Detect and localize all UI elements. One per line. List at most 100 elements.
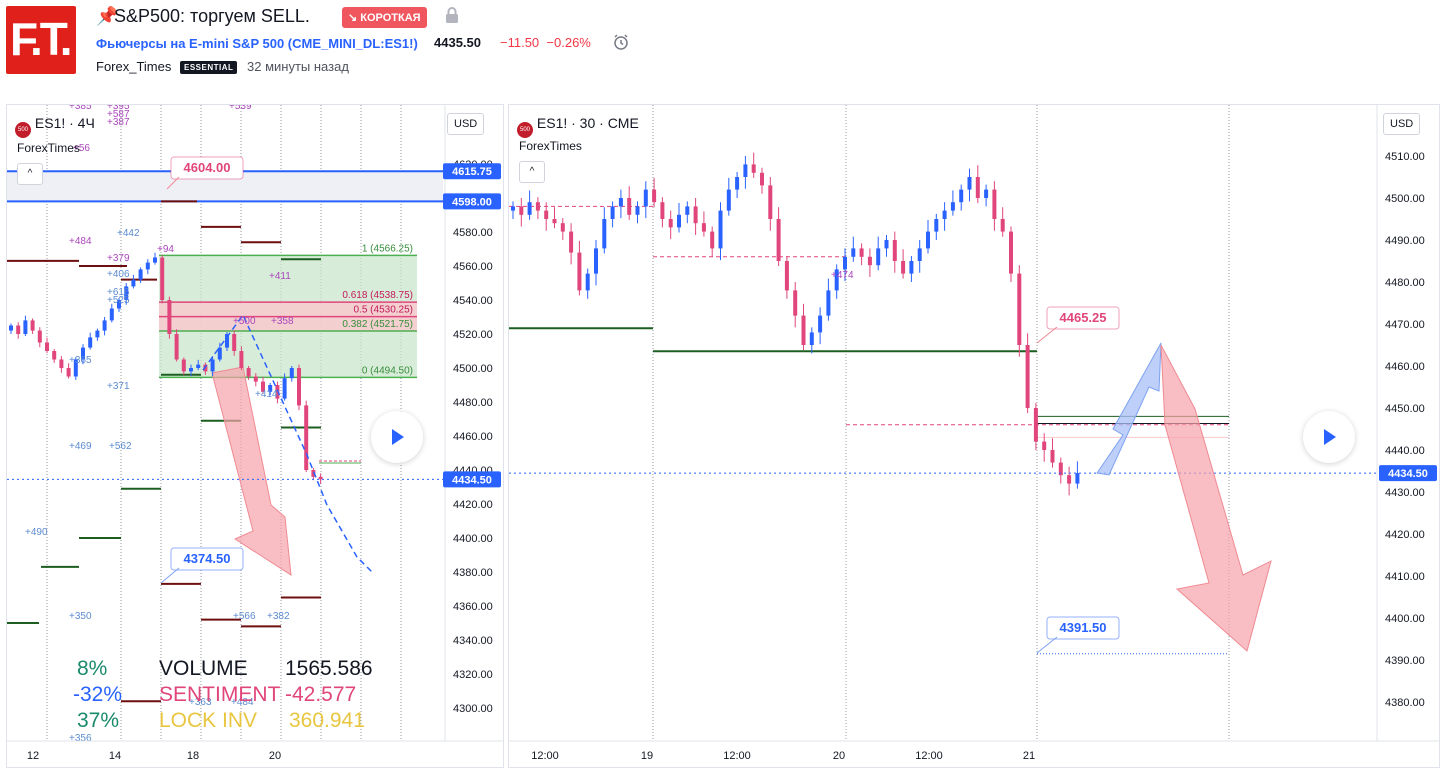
right-candle: [1042, 441, 1047, 450]
alarm-clock-icon[interactable]: [612, 33, 630, 51]
left-candle: [217, 347, 222, 360]
callout-high-box: [170, 156, 244, 180]
right-candle: [751, 164, 756, 173]
left-candle: [304, 405, 309, 470]
bearish-arrow: [1160, 344, 1272, 652]
left-candle: [138, 269, 143, 280]
time-axis-tick: 12: [27, 750, 39, 762]
left-chart-canvas[interactable]: 1 (4566.25) 0.618 (4538.75) 0.5 (4530.25) 0…: [7, 105, 503, 767]
stat-percent-sentiment: -32%: [73, 683, 122, 706]
right-candle: [577, 252, 582, 291]
left-chart-panel[interactable]: 1 (4566.25) 0.618 (4538.75) 0.5 (4530.25) 0…: [6, 104, 504, 768]
left-candle: [225, 334, 229, 348]
price-axis-tick: 4360.00: [453, 601, 493, 613]
bullish-arrow: [1096, 342, 1162, 476]
right-candle: [793, 290, 798, 316]
play-icon: [1324, 429, 1336, 445]
right-candle: [818, 315, 823, 333]
right-candle: [992, 189, 997, 219]
trade-marker-label: +562: [109, 441, 132, 452]
right-candle: [1009, 231, 1013, 274]
price-axis-tick: 4440.00: [1385, 445, 1425, 457]
time-axis-tick: 18: [187, 750, 199, 762]
right-candle: [959, 189, 964, 203]
right-candle: [527, 202, 532, 215]
trade-marker-label: +363: [189, 697, 212, 708]
price-axis-tick: 4430.00: [1385, 487, 1425, 499]
collapse-legend-button[interactable]: ^: [519, 161, 545, 183]
left-candle: [232, 334, 237, 351]
right-chart-panel[interactable]: +474 4465.25 4391.50 4510.00 4500.00 4490.00 4…: [508, 104, 1440, 768]
price-axis-tick: 4500.00: [453, 363, 493, 375]
left-candle: [95, 330, 100, 338]
callout-pointer: [160, 567, 180, 584]
price-axis-tick: 4520.00: [453, 329, 493, 341]
price-axis-tick: 4420.00: [1385, 529, 1425, 541]
left-candle: [253, 376, 258, 382]
left-candle: [268, 385, 273, 392]
right-candle: [718, 210, 723, 249]
right-candle: [693, 206, 698, 224]
author-name[interactable]: Forex_Times: [96, 59, 172, 74]
right-candle: [867, 256, 872, 266]
trade-marker-label: +356: [69, 733, 92, 744]
stat-label-volume: VOLUME: [159, 657, 248, 680]
right-candle: [585, 273, 590, 291]
price-axis-tick: 4500.00: [1385, 193, 1425, 205]
callout-target: 4374.50: [184, 551, 231, 566]
trade-marker-label: +587: [107, 109, 130, 120]
time-axis-tick: 21: [1023, 750, 1035, 762]
trade-marker-label: +94: [157, 244, 174, 255]
trade-marker-label: +525: [107, 295, 130, 306]
left-candle: [66, 368, 71, 377]
left-candle: [297, 368, 301, 406]
trade-marker-label: +484: [231, 697, 254, 708]
trade-marker-label: +566: [233, 611, 256, 622]
price-tag-b-bg: [443, 193, 501, 210]
left-play-button[interactable]: [371, 411, 423, 463]
right-chart-canvas[interactable]: +474 4465.25 4391.50 4510.00 4500.00 4490.00 4…: [509, 105, 1439, 767]
right-candle: [851, 248, 856, 257]
left-candle: [16, 325, 21, 334]
left-candle: [289, 368, 294, 379]
price-change-abs: −11.50: [500, 35, 540, 50]
left-candle: [239, 351, 244, 368]
left-candle: [102, 320, 107, 331]
right-candle: [552, 219, 557, 224]
trade-marker-label: +500: [233, 316, 256, 327]
right-candle: [643, 189, 648, 207]
right-candle: [1033, 408, 1038, 442]
left-candle: [203, 364, 208, 372]
trade-marker-label: +616: [107, 287, 130, 298]
right-candle: [726, 189, 731, 211]
right-play-button[interactable]: [1303, 411, 1355, 463]
brand-logo[interactable]: F.T.: [6, 6, 76, 74]
callout-target-box: [1046, 616, 1120, 640]
price-tag-a: 4615.75: [452, 166, 492, 178]
right-candle: [909, 261, 914, 274]
right-candle: [660, 202, 665, 219]
left-candle: [145, 262, 150, 270]
right-candle: [743, 164, 748, 177]
right-currency-button[interactable]: USD: [1383, 113, 1421, 135]
right-candle: [942, 210, 947, 219]
trade-marker-label: +474: [831, 270, 854, 281]
price-axis-tick: 4540.00: [453, 295, 493, 307]
left-candle: [131, 279, 136, 287]
trade-marker-label: +395: [107, 105, 130, 112]
callout-top-box: [1046, 306, 1120, 330]
fib-label: 0.5 (4530.25): [354, 305, 414, 316]
right-candle: [569, 231, 574, 253]
price-change: −11.50 −0.26%: [500, 35, 591, 50]
time-axis-tick: 12:00: [531, 750, 559, 762]
right-candle: [784, 261, 789, 291]
fib-label: 0.618 (4538.75): [342, 290, 413, 301]
collapse-legend-button[interactable]: ^: [17, 163, 43, 185]
symbol-description-link[interactable]: Фьючерсы на E-mini S&P 500 (CME_MINI_DL:…: [96, 36, 418, 51]
trade-marker-label: +385: [69, 105, 92, 112]
left-currency-button[interactable]: USD: [447, 113, 485, 135]
stat-value-lock: 360.941: [289, 709, 365, 732]
left-candle: [282, 378, 287, 399]
es-symbol-icon: 500: [517, 122, 533, 138]
right-candle: [843, 256, 847, 270]
